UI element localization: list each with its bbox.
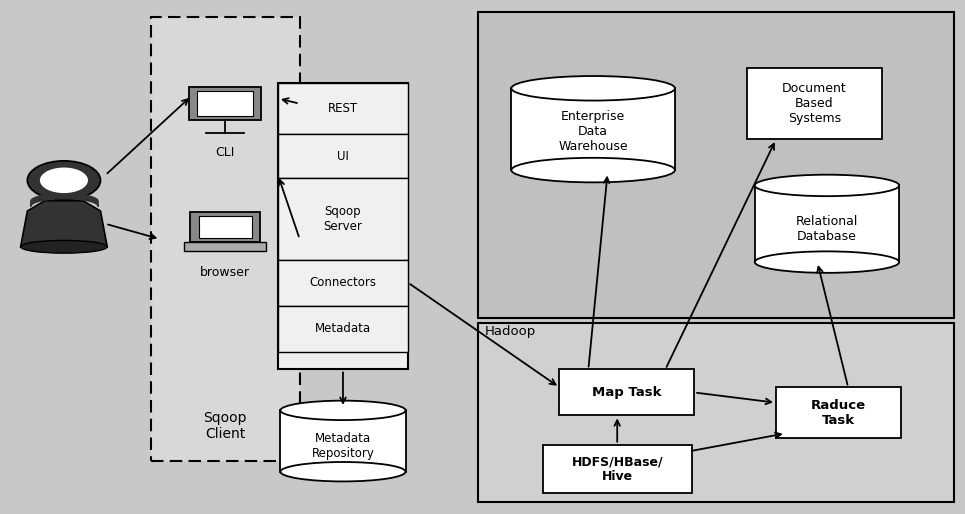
Bar bbox=[278, 260, 408, 305]
Ellipse shape bbox=[755, 251, 899, 273]
Bar bbox=[478, 12, 954, 318]
Bar bbox=[189, 87, 262, 120]
Bar bbox=[184, 242, 266, 251]
Ellipse shape bbox=[511, 158, 675, 182]
Ellipse shape bbox=[511, 76, 675, 101]
Text: REST: REST bbox=[328, 102, 358, 115]
Bar bbox=[512, 101, 674, 170]
Text: Metadata: Metadata bbox=[315, 322, 371, 335]
Polygon shape bbox=[20, 201, 107, 247]
Bar bbox=[542, 445, 692, 493]
Text: Connectors: Connectors bbox=[310, 276, 376, 289]
Ellipse shape bbox=[281, 462, 405, 482]
Bar bbox=[282, 420, 404, 472]
Ellipse shape bbox=[281, 400, 405, 420]
Bar bbox=[747, 68, 882, 139]
Text: Hadoop: Hadoop bbox=[484, 325, 536, 338]
Text: Map Task: Map Task bbox=[593, 386, 662, 399]
Text: Raduce
Task: Raduce Task bbox=[811, 399, 866, 427]
Bar bbox=[278, 83, 408, 134]
Bar bbox=[560, 370, 694, 415]
Ellipse shape bbox=[755, 175, 899, 196]
Bar bbox=[278, 134, 408, 178]
Text: Relational
Database: Relational Database bbox=[796, 215, 858, 243]
Bar bbox=[511, 88, 675, 170]
Text: Document
Based
Systems: Document Based Systems bbox=[782, 82, 847, 125]
Text: browser: browser bbox=[200, 266, 250, 279]
Text: Sqoop
Server: Sqoop Server bbox=[323, 205, 363, 233]
Bar bbox=[197, 91, 253, 116]
Text: Sqoop
Client: Sqoop Client bbox=[204, 411, 247, 441]
Text: CLI: CLI bbox=[215, 146, 234, 159]
Bar bbox=[151, 17, 300, 462]
Text: Enterprise
Data
Warehouse: Enterprise Data Warehouse bbox=[559, 110, 628, 153]
Circle shape bbox=[40, 168, 88, 193]
Ellipse shape bbox=[20, 241, 107, 253]
Bar bbox=[776, 388, 901, 438]
Bar bbox=[478, 323, 954, 502]
Bar bbox=[278, 305, 408, 352]
Bar bbox=[199, 215, 252, 237]
Text: Metadata
Repository: Metadata Repository bbox=[312, 432, 374, 460]
Bar bbox=[281, 410, 405, 472]
Text: UI: UI bbox=[337, 150, 349, 162]
Bar bbox=[190, 212, 260, 242]
Bar bbox=[278, 83, 408, 370]
Bar bbox=[756, 196, 898, 262]
Bar bbox=[278, 178, 408, 260]
Text: HDFS/HBase/
Hive: HDFS/HBase/ Hive bbox=[571, 455, 663, 483]
Bar bbox=[755, 186, 899, 262]
Circle shape bbox=[27, 161, 100, 200]
